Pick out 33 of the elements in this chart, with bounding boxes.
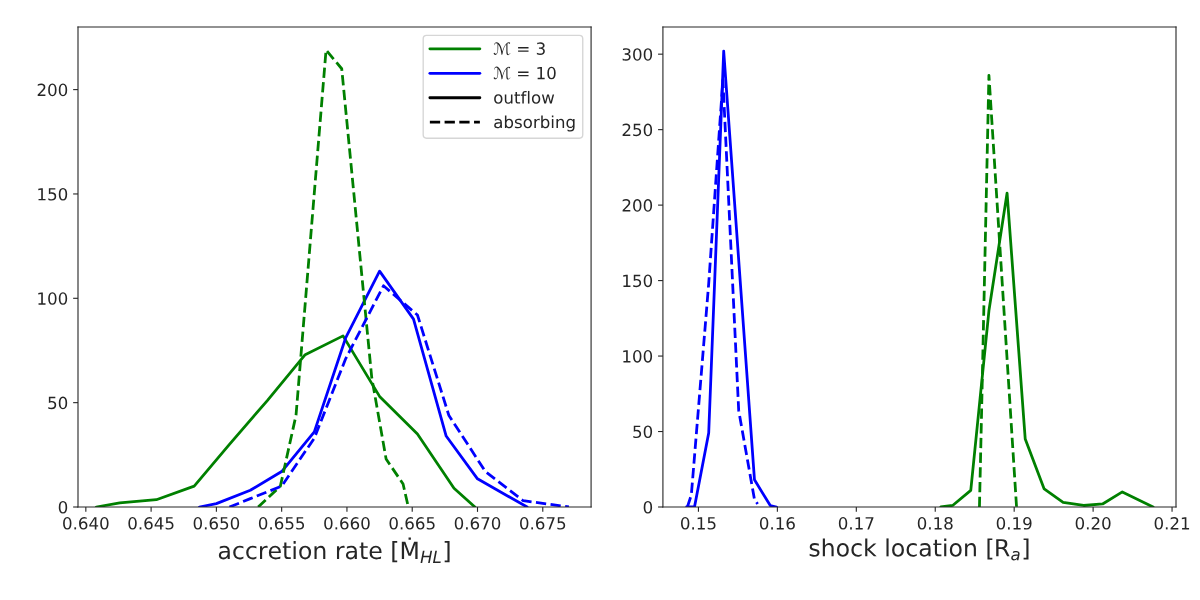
x-tick-label: 0.645	[128, 517, 174, 530]
x-tick-label: 0.21	[1154, 517, 1190, 530]
x-axis-title: shock location [R$_{a}$]	[809, 538, 1029, 561]
y-tick-label: 200	[622, 199, 653, 212]
x-tick-label: 0.660	[324, 517, 370, 530]
y-tick-label: 50	[633, 425, 653, 439]
x-tick-label: 0.20	[1075, 517, 1111, 530]
x-axis-title: accretion rate [Ṁ$_{HL}$]	[218, 537, 450, 563]
x-tick-label: 0.655	[258, 517, 305, 530]
x-tick-label: 0.670	[454, 517, 501, 530]
x-tick-label: 0.17	[838, 517, 874, 530]
y-tick-label: 250	[622, 123, 653, 137]
y-tick-label: 150	[38, 187, 68, 201]
y-tick-label: 300	[622, 48, 653, 61]
legend-label: outflow	[494, 90, 555, 104]
y-tick-label: 50	[48, 396, 68, 410]
y-tick-label: 0	[643, 500, 653, 514]
x-tick-label: 0.650	[193, 517, 240, 530]
x-tick-label: 0.15	[680, 517, 716, 530]
y-tick-label: 150	[623, 274, 653, 288]
x-tick-label: 0.665	[389, 517, 435, 530]
y-tick-label: 100	[623, 350, 653, 363]
legend-label: ℳ = 3	[493, 42, 545, 56]
x-tick-label: 0.19	[996, 517, 1032, 530]
x-tick-label: 0.16	[759, 517, 795, 530]
legend-label: ℳ = 10	[493, 66, 556, 80]
x-tick-label: 0.640	[63, 517, 109, 530]
legend-label: absorbing	[494, 115, 575, 132]
y-tick-label: 100	[38, 292, 68, 305]
x-tick-label: 0.18	[917, 517, 953, 530]
y-tick-label: 200	[37, 83, 68, 97]
y-tick-label: 0	[58, 500, 68, 514]
x-tick-label: 0.675	[520, 517, 566, 530]
